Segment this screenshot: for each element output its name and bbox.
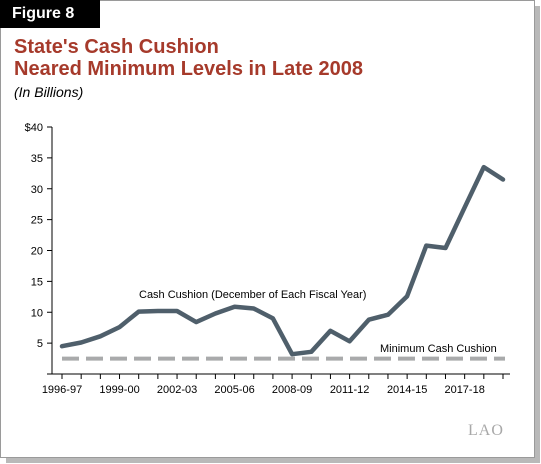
y-tick-label: 35 xyxy=(31,153,43,165)
y-tick-label: 25 xyxy=(31,215,43,227)
x-tick-label: 1999-00 xyxy=(99,384,139,396)
y-tick-label: 10 xyxy=(31,307,43,319)
series-label-cash-cushion: Cash Cushion (December of Each Fiscal Ye… xyxy=(139,289,366,301)
lao-logo: LAO xyxy=(468,422,504,439)
frame-shadow-bottom xyxy=(6,458,540,463)
x-tick-label: 1996-97 xyxy=(42,384,82,396)
y-tick-label: 15 xyxy=(31,276,43,288)
x-tick-label: 2005-06 xyxy=(214,384,254,396)
series-label-minimum: Minimum Cash Cushion xyxy=(380,343,497,355)
x-tick-label: 2017-18 xyxy=(444,384,484,396)
figure-label: Figure 8 xyxy=(0,0,100,28)
frame-shadow-right xyxy=(535,6,540,462)
chart-title: State's Cash Cushion Neared Minimum Leve… xyxy=(14,36,363,80)
y-axis: 5 10 15 20 25 30 35 $40 xyxy=(25,122,53,375)
x-tick-label: 2002-03 xyxy=(157,384,197,396)
x-tick-label: 2011-12 xyxy=(330,384,370,396)
x-tick-label: 2014-15 xyxy=(387,384,427,396)
y-tick-label: $40 xyxy=(25,122,43,134)
y-tick-label: 20 xyxy=(31,246,43,258)
y-tick-label: 5 xyxy=(37,338,43,350)
figure-frame xyxy=(0,0,535,458)
y-tick-label: 30 xyxy=(31,184,43,196)
series-lines xyxy=(59,164,506,361)
x-axis: 1996-97 1999-00 2002-03 2005-06 2008-09 2011-… xyxy=(42,373,510,396)
series-line-cash-cushion xyxy=(59,164,506,357)
chart-subtitle: (In Billions) xyxy=(14,84,84,100)
title-line-2: Neared Minimum Levels in Late 2008 xyxy=(14,58,364,80)
x-tick-label: 2008-09 xyxy=(272,384,312,396)
title-line-1: State's Cash Cushion xyxy=(14,36,219,58)
